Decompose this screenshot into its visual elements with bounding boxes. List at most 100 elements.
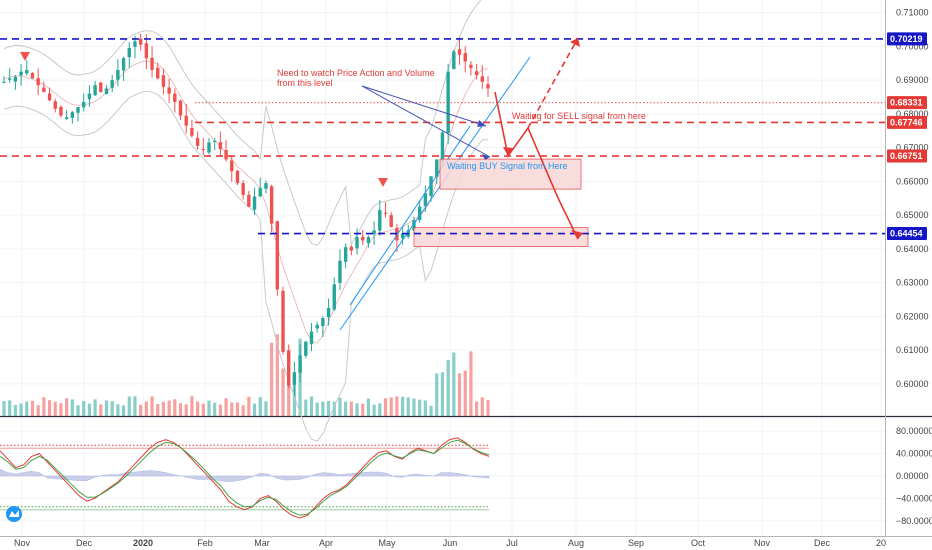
volume-bar	[230, 402, 234, 416]
candle	[435, 159, 439, 177]
candle	[116, 69, 120, 80]
candle	[167, 87, 171, 94]
volume-bar	[13, 404, 17, 416]
candle	[70, 112, 75, 118]
annotation-text: from this level	[277, 78, 333, 88]
candle	[457, 49, 462, 55]
candle	[121, 58, 126, 71]
volume-bar	[42, 397, 46, 416]
candle	[247, 194, 251, 207]
volume-bar	[440, 372, 445, 416]
price-tag-label: 0.68331	[890, 98, 923, 108]
volume-bar	[361, 403, 365, 416]
annotation-text: Need to watch Price Action and Volume	[277, 68, 435, 78]
candle	[144, 43, 149, 59]
candle	[99, 82, 103, 92]
candle	[429, 176, 433, 196]
time-tick-label: Nov	[754, 538, 771, 548]
arrow-head	[570, 38, 580, 47]
volume-bar	[372, 404, 376, 416]
candle	[383, 212, 388, 214]
volume-bar	[281, 368, 285, 416]
volume-bar	[366, 398, 371, 416]
price-tick-label: 0.69000	[896, 75, 929, 85]
candle	[133, 41, 137, 47]
time-tick-label: Nov	[14, 538, 31, 548]
volume-bar	[418, 399, 422, 416]
volume-bar	[82, 401, 86, 416]
candle	[400, 233, 405, 239]
price-tag-label: 0.66751	[890, 151, 923, 161]
volume-bar	[275, 334, 279, 416]
arrow-head	[477, 120, 486, 127]
candle	[417, 206, 422, 221]
time-tick-label: 2020	[133, 538, 153, 548]
candle	[19, 71, 23, 76]
volume-bar	[338, 397, 342, 416]
volume-bar	[173, 399, 177, 416]
osc-series-line	[0, 439, 490, 516]
volume-bar	[2, 401, 6, 416]
annotation-text: Waiting BUY Signal from Here	[447, 161, 568, 171]
candle	[474, 71, 479, 76]
candle	[207, 142, 211, 153]
candle	[366, 237, 371, 244]
osc-tick-label: −80.00000	[896, 516, 932, 526]
volume-bar	[383, 398, 388, 416]
candle	[338, 260, 342, 283]
candle	[281, 290, 285, 352]
upper-band	[3, 0, 482, 246]
volume-bar	[190, 396, 194, 416]
candle	[76, 107, 80, 113]
volume-bar	[435, 373, 439, 416]
candle	[269, 186, 274, 224]
candle	[446, 71, 450, 133]
candle	[42, 87, 46, 92]
time-tick-label: May	[378, 538, 396, 548]
volume-bar	[315, 402, 319, 416]
volume-bar	[65, 398, 69, 416]
candle	[218, 142, 223, 150]
candle	[486, 84, 490, 89]
volume-bar	[429, 405, 433, 416]
volume-bar	[161, 401, 166, 416]
candle	[150, 57, 154, 70]
volume-bar	[446, 360, 450, 416]
volume-bar	[116, 404, 120, 416]
price-tick-label: 0.65000	[896, 210, 929, 220]
candle	[463, 53, 467, 62]
volume-bar	[406, 397, 410, 416]
candle	[30, 73, 35, 79]
volume-bar	[127, 396, 131, 416]
candle	[201, 149, 205, 151]
volume-bar	[218, 404, 222, 416]
time-tick-label: Apr	[319, 538, 333, 548]
candle	[47, 93, 52, 101]
candle	[53, 101, 57, 109]
candle	[412, 220, 416, 231]
volume-bar	[247, 396, 251, 416]
volume-bar	[207, 400, 211, 416]
volume-bar	[144, 401, 148, 416]
candle	[127, 48, 131, 58]
lower-band	[3, 90, 489, 442]
volume-bar	[213, 402, 217, 416]
price-tick-label: 0.63000	[896, 278, 929, 288]
candle	[264, 183, 268, 189]
zone-box-1	[413, 227, 589, 247]
price-tick-label: 0.62000	[896, 311, 929, 321]
volume-bar	[53, 401, 57, 416]
price-tick-label: 0.70000	[896, 41, 929, 51]
price-pane	[0, 0, 885, 416]
candle	[326, 307, 331, 318]
price-tag	[887, 115, 927, 129]
arrow-head	[503, 147, 513, 156]
candle	[184, 115, 188, 126]
price-tag-label: 0.67746	[890, 117, 923, 127]
candle	[190, 127, 194, 136]
price-tick-label: 0.71000	[896, 8, 929, 18]
volume-bar	[167, 400, 171, 416]
price-tick-label: 0.68000	[896, 109, 929, 119]
volume-bar	[395, 396, 399, 416]
